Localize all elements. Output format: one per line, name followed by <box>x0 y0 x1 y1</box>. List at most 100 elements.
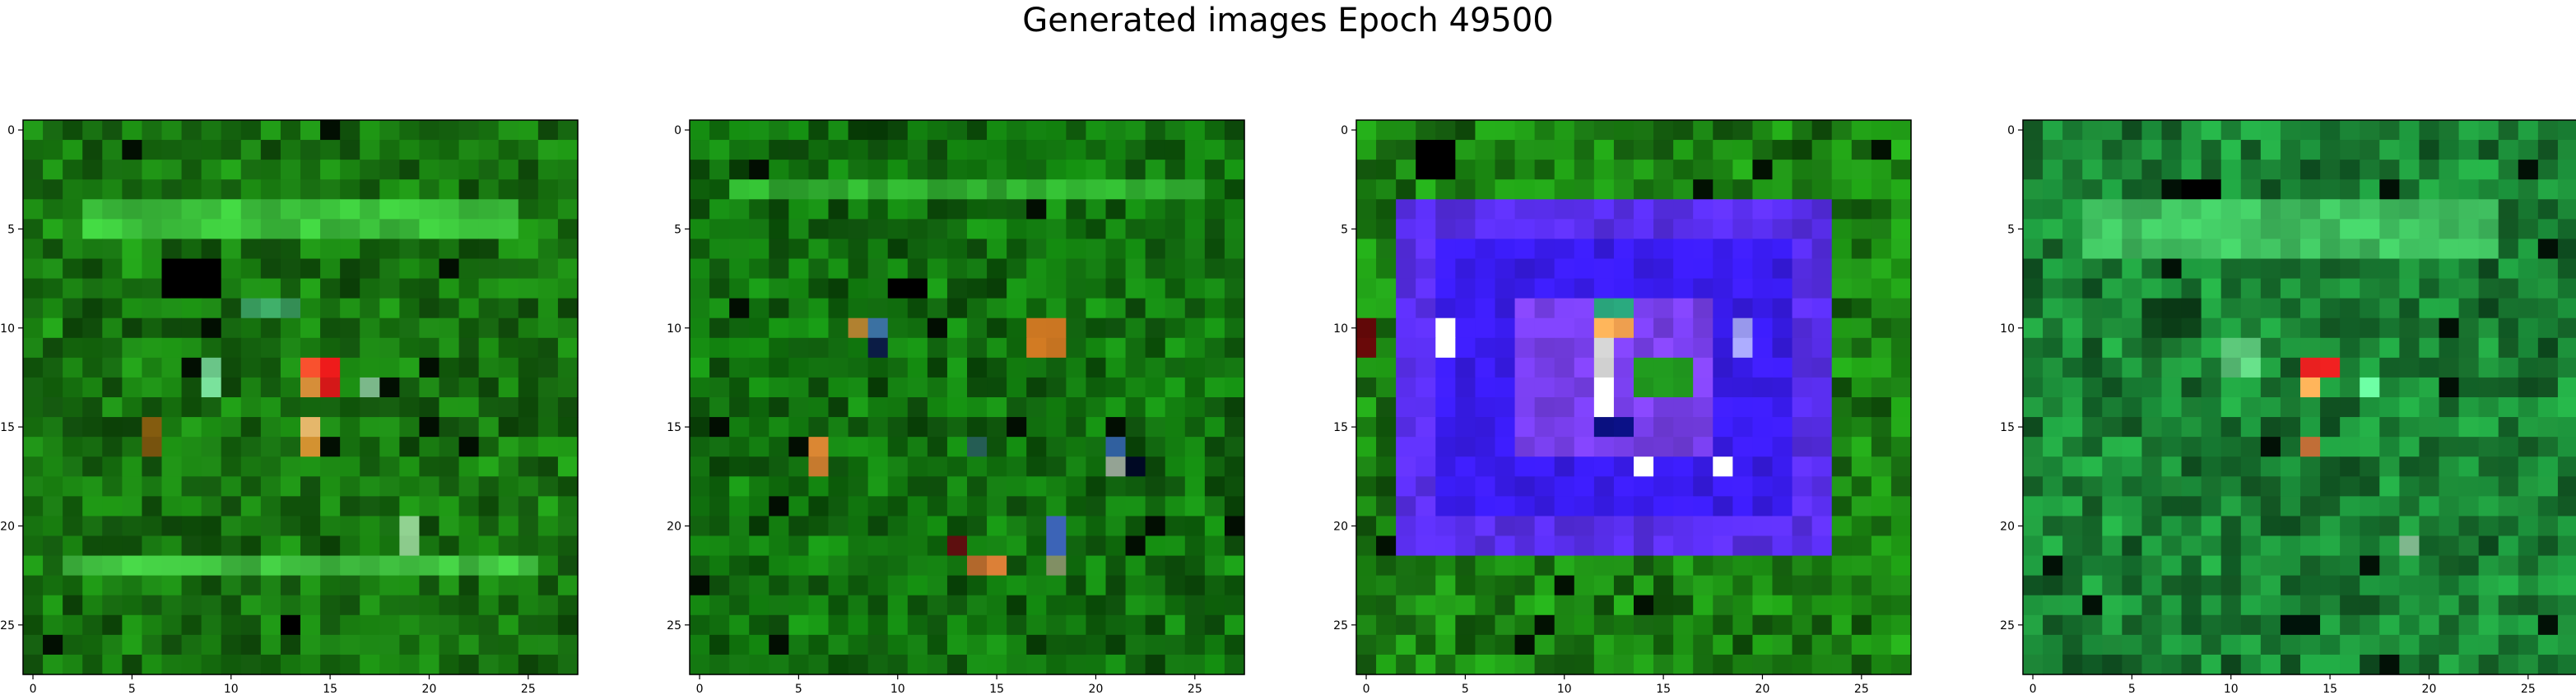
heatmap-cell <box>1435 160 1456 180</box>
heatmap-cell <box>1455 555 1476 577</box>
heatmap-cell <box>1224 278 1245 299</box>
heatmap-cell <box>2360 219 2380 240</box>
heatmap-cell <box>2478 160 2499 180</box>
heatmap-cell <box>1514 595 1536 616</box>
heatmap-cell <box>1831 555 1853 577</box>
heatmap-cell <box>2220 337 2242 359</box>
heatmap-cell <box>1831 199 1853 220</box>
heatmap-cell <box>280 535 301 557</box>
heatmap-cell <box>181 278 202 299</box>
heatmap-cell <box>828 278 849 299</box>
heatmap-cell <box>1574 377 1595 398</box>
heatmap-cell <box>280 555 301 577</box>
heatmap-cell <box>907 377 928 398</box>
heatmap-cell <box>1204 278 1225 299</box>
heatmap-cell <box>1693 555 1713 577</box>
heatmap-cell <box>2439 317 2460 339</box>
heatmap-cell <box>2161 239 2183 260</box>
heatmap-cell <box>102 120 123 141</box>
heatmap-cell <box>439 614 460 636</box>
heatmap-cell <box>1184 496 1206 517</box>
heatmap-cell <box>1066 417 1087 438</box>
heatmap-cell <box>2043 258 2063 280</box>
heatmap-cell <box>320 120 341 141</box>
heatmap-cell <box>808 496 830 517</box>
heatmap-cell <box>340 397 360 418</box>
heatmap-cell <box>1514 317 1536 339</box>
heatmap-cell <box>201 614 222 636</box>
heatmap-cell <box>729 179 750 200</box>
heatmap-cell <box>2379 337 2400 359</box>
heatmap-cell <box>1693 219 1713 240</box>
heatmap-cell <box>161 397 183 418</box>
heatmap-cell <box>1772 476 1793 497</box>
heatmap-cell <box>439 298 460 319</box>
heatmap-cell <box>280 278 301 299</box>
heatmap-cell <box>557 496 579 517</box>
heatmap-cell <box>2379 219 2400 240</box>
heatmap-cell <box>23 357 44 378</box>
heatmap-cell <box>1086 575 1107 596</box>
heatmap-cell <box>2181 417 2202 438</box>
heatmap-cell <box>122 298 143 319</box>
heatmap-cell <box>2023 140 2044 160</box>
heatmap-cell <box>1653 160 1674 180</box>
heatmap-cell <box>2300 595 2321 616</box>
heatmap-cell <box>1534 634 1555 656</box>
heatmap-cell <box>848 278 869 299</box>
heatmap-cell <box>518 555 539 577</box>
heatmap-cell <box>2220 258 2242 280</box>
heatmap-cell <box>142 476 163 497</box>
heatmap-cell <box>1554 417 1575 438</box>
heatmap-cell <box>1475 555 1496 577</box>
heatmap-cell <box>458 199 480 220</box>
heatmap-cell <box>260 417 281 438</box>
heatmap-cell <box>2023 199 2044 220</box>
heatmap-cell <box>1495 357 1516 378</box>
heatmap-cell <box>987 357 1007 378</box>
y-tick-label: 15 <box>667 421 681 434</box>
heatmap-cell <box>729 317 750 339</box>
heatmap-cell <box>788 179 810 200</box>
heatmap-cell <box>2300 179 2321 200</box>
heatmap-cell <box>1554 377 1575 398</box>
heatmap-cell <box>399 120 421 141</box>
heatmap-cell <box>1554 555 1575 577</box>
heatmap-cell <box>987 397 1007 418</box>
heatmap-cell <box>2419 219 2440 240</box>
heatmap-cell <box>2122 140 2143 160</box>
heatmap-cell <box>221 258 242 280</box>
heatmap-cell <box>1613 417 1634 438</box>
heatmap-cell <box>2220 456 2242 477</box>
heatmap-cell <box>82 456 103 477</box>
heatmap-cell <box>2340 437 2360 457</box>
heatmap-cell <box>260 239 281 260</box>
heatmap-cell <box>2062 160 2083 180</box>
heatmap-cell <box>1811 417 1833 438</box>
heatmap-cell <box>1066 575 1087 596</box>
heatmap-cell <box>221 120 242 141</box>
heatmap-cell <box>1713 337 1733 359</box>
heatmap-cell <box>419 179 440 200</box>
heatmap-cell <box>1086 317 1107 339</box>
heatmap-cell <box>2419 516 2440 537</box>
heatmap-cell <box>946 476 968 497</box>
heatmap-cell <box>1673 357 1694 378</box>
heatmap-cell <box>2537 278 2559 299</box>
heatmap-cell <box>887 120 909 141</box>
heatmap-cell <box>1890 516 1912 537</box>
heatmap-cell <box>1871 634 1892 656</box>
heatmap-cell <box>43 575 63 596</box>
heatmap-cell <box>1376 555 1397 577</box>
heatmap-cell <box>419 219 440 240</box>
heatmap-cell <box>2439 437 2460 457</box>
heatmap-cell <box>1752 298 1774 319</box>
heatmap-cell <box>2201 219 2222 240</box>
heatmap-cell <box>1593 516 1615 537</box>
heatmap-cell <box>1026 397 1047 418</box>
heatmap-cell <box>399 140 421 160</box>
heatmap-cell <box>379 377 400 398</box>
heatmap-cell <box>1066 298 1087 319</box>
heatmap-cell <box>1416 377 1436 398</box>
heatmap-cell <box>1356 258 1377 280</box>
